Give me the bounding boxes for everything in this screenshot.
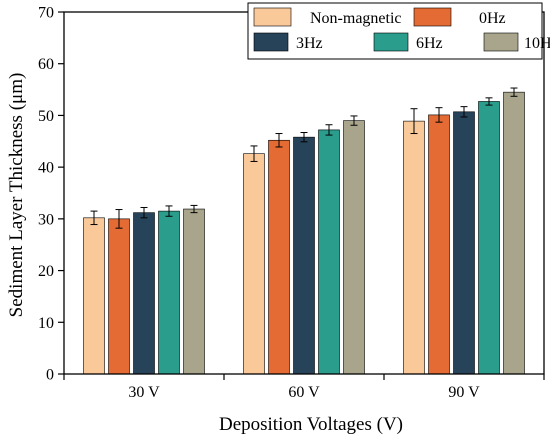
x-tick-label: 30 V [128, 384, 160, 401]
bar [428, 114, 450, 375]
y-tick-label: 30 [38, 211, 54, 228]
bars-layer [83, 91, 525, 375]
y-tick-label: 10 [38, 315, 54, 332]
legend-swatch [373, 32, 409, 52]
bar [108, 218, 130, 375]
y-tick-label: 70 [38, 5, 54, 22]
x-tick-label: 90 V [448, 384, 480, 401]
bar [478, 101, 500, 375]
y-tick-label: 40 [38, 160, 54, 177]
legend-label: 10Hz [524, 35, 550, 52]
bar [268, 139, 290, 375]
legend-swatch [253, 7, 292, 27]
legend-swatch [253, 32, 289, 52]
legend-label: Non-magnetic [310, 10, 402, 27]
bar [318, 129, 340, 375]
bar [343, 120, 365, 375]
y-tick-label: 50 [38, 108, 54, 125]
bar [158, 210, 180, 375]
bar [183, 208, 205, 375]
x-axis-title: Deposition Voltages (V) [219, 414, 403, 435]
bar [403, 120, 425, 375]
bar [503, 91, 525, 375]
legend-label: 6Hz [416, 35, 443, 52]
legend-swatch [483, 32, 519, 52]
y-tick-label: 60 [38, 56, 54, 73]
y-axis-title: Sediment Layer Thickness (μm) [6, 73, 27, 318]
y-tick-label: 0 [46, 367, 54, 384]
bar [293, 136, 315, 375]
legend: Non-magnetic 0Hz 3Hz 6Hz 10Hz [247, 2, 550, 60]
error-bars-layer [90, 87, 518, 229]
x-tick-label: 60 V [288, 384, 320, 401]
legend-swatch [413, 7, 452, 27]
bar [243, 153, 265, 375]
bar [83, 217, 105, 375]
bar [453, 111, 475, 375]
bar [133, 212, 155, 375]
y-tick-label: 20 [38, 263, 54, 280]
legend-label: 0Hz [479, 10, 506, 27]
legend-label: 3Hz [296, 35, 323, 52]
